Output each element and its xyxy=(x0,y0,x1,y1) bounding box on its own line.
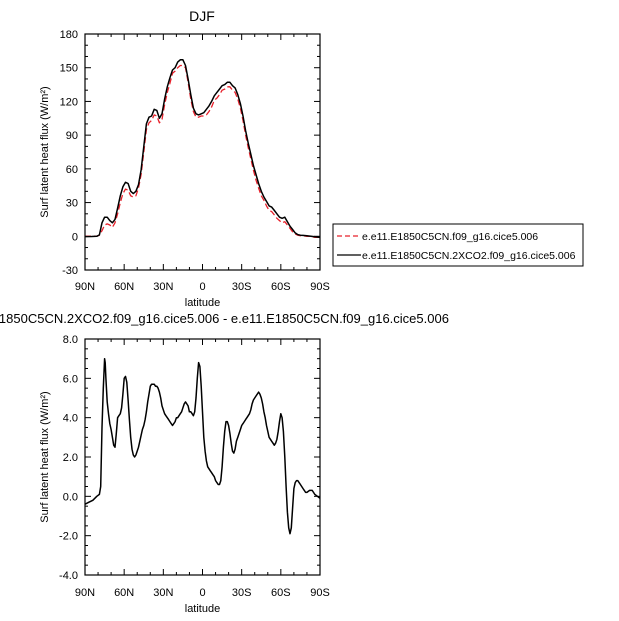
chart-title: DJF xyxy=(189,8,215,24)
y-axis-label: Surf latent heat flux (W/m²) xyxy=(39,391,51,522)
x-tick-label: 90S xyxy=(310,281,330,293)
plot-frame xyxy=(84,33,321,271)
axis-ticks xyxy=(84,33,321,271)
chart-panel-2: e.e11.E1850C5CN.2XCO2.f09_g16.cice5.006 … xyxy=(0,311,449,615)
y-tick-label: 6.0 xyxy=(63,373,78,385)
y-tick-label: 4.0 xyxy=(63,413,78,425)
x-tick-label: 0 xyxy=(199,281,205,293)
legend-box xyxy=(332,223,584,267)
y-tick-label: 180 xyxy=(60,29,78,41)
chart-panel-1: DJF 90N 60N 30N 0 30S 60S 90S -30 0 30 60 90 120 150 18… xyxy=(39,8,330,309)
y-tick-label: 120 xyxy=(60,96,78,108)
series-line-1 xyxy=(85,64,320,239)
y-tick-label: 8.0 xyxy=(63,334,78,346)
x-tick-label: 90N xyxy=(75,587,95,599)
legend: e.e11.E1850C5CN.f09_g16.cice5.006 e.e11.E… xyxy=(332,223,584,267)
y-tick-label: 30 xyxy=(66,198,78,210)
y-tick-label: 2.0 xyxy=(63,452,78,464)
x-tick-label: 60N xyxy=(114,281,134,293)
x-tick-label: 60S xyxy=(271,587,291,599)
legend-entry-1: e.e11.E1850C5CN.f09_g16.cice5.006 xyxy=(362,231,538,243)
series-line-1 xyxy=(85,357,320,535)
x-tick-label: 30S xyxy=(232,587,252,599)
x-tick-label: 30N xyxy=(153,281,173,293)
x-tick-label: 60N xyxy=(114,587,134,599)
x-axis-label: latitude xyxy=(185,603,220,615)
x-tick-label: 30S xyxy=(232,281,252,293)
x-tick-label: 60S xyxy=(271,281,291,293)
x-tick-label: 90S xyxy=(310,587,330,599)
x-axis-label: latitude xyxy=(185,297,220,309)
legend-entry-2: e.e11.E1850C5CN.2XCO2.f09_g16.cice5.006 xyxy=(362,250,576,262)
x-tick-label: 0 xyxy=(199,587,205,599)
y-axis-label: Surf latent heat flux (W/m²) xyxy=(39,86,51,217)
y-tick-label: 90 xyxy=(66,130,78,142)
y-tick-label: 60 xyxy=(66,164,78,176)
y-tick-label: 0.0 xyxy=(63,491,78,503)
y-tick-label: 150 xyxy=(60,63,78,75)
x-tick-label: 30N xyxy=(153,587,173,599)
y-tick-label: -2.0 xyxy=(59,531,78,543)
chart-title: e.e11.E1850C5CN.2XCO2.f09_g16.cice5.006 … xyxy=(0,311,449,326)
y-tick-label: -30 xyxy=(62,265,78,277)
plot-frame xyxy=(84,338,321,576)
x-tick-label: 90N xyxy=(75,281,95,293)
series-line-2 xyxy=(85,59,320,239)
y-tick-label: 0 xyxy=(72,231,78,243)
y-tick-label: -4.0 xyxy=(59,570,78,582)
